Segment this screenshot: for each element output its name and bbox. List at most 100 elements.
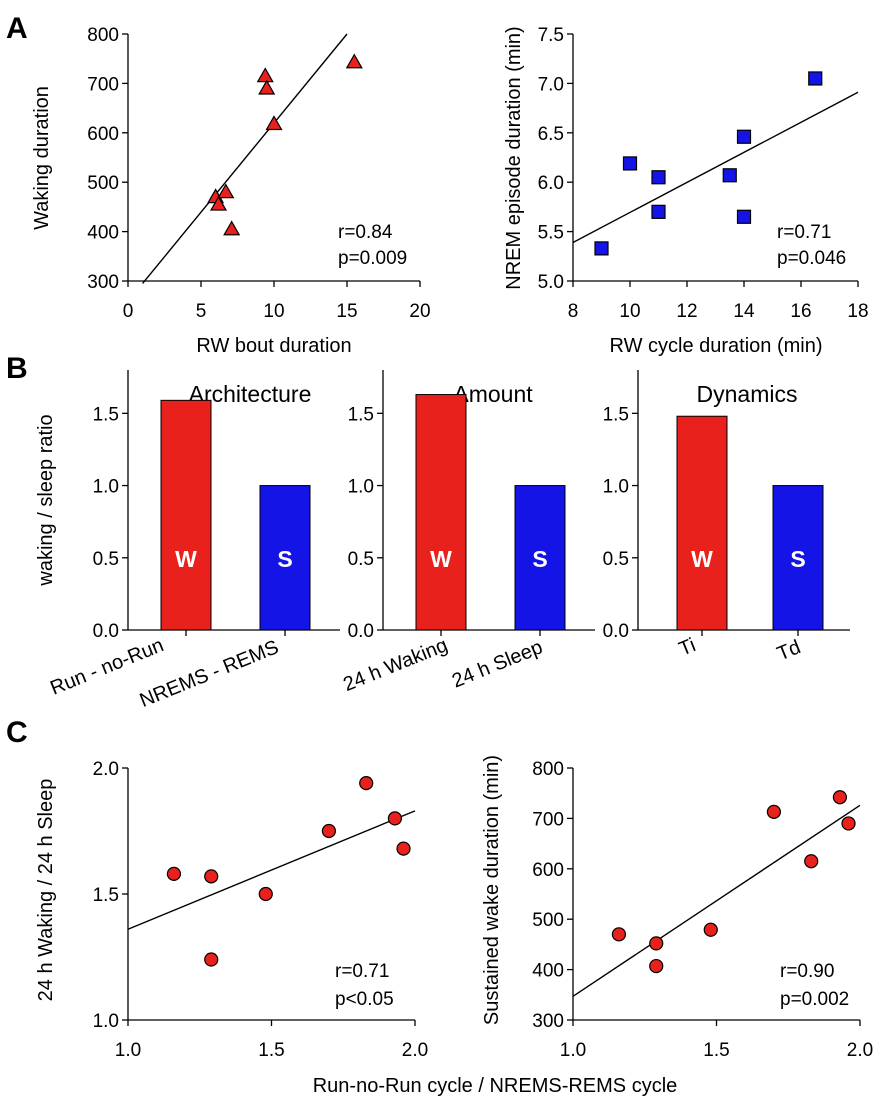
y-tick-label: 1.0: [93, 1011, 119, 1032]
y-tick-label: 7.5: [538, 25, 564, 46]
data-point-triangle: [258, 79, 276, 95]
bar-letter-label: S: [277, 546, 292, 572]
regression-line: [142, 33, 348, 284]
data-point-circle: [204, 952, 219, 967]
category-label: 24 h Sleep: [449, 636, 546, 692]
data-point-square: [594, 241, 609, 256]
regression-line: [572, 804, 861, 997]
y-tick-label: 1.0: [603, 477, 629, 498]
x-tick-label: 2.0: [402, 1040, 428, 1061]
x-tick-label: 1.5: [703, 1040, 729, 1061]
data-point-circle: [258, 886, 273, 902]
y-tick-label: 1.5: [93, 404, 119, 425]
data-point-circle: [841, 816, 856, 831]
p-value-label: p=0.046: [777, 248, 846, 269]
x-tick-label: 15: [336, 301, 357, 322]
x-tick-label: 2.0: [847, 1040, 873, 1061]
y-axis-label: waking / sleep ratio: [35, 414, 57, 586]
regression-line: [127, 810, 416, 930]
bar: [772, 485, 824, 631]
bar: [514, 485, 566, 631]
panel-label-b: B: [6, 352, 28, 385]
y-tick-label: 1.0: [93, 477, 119, 498]
chart-title: Amount: [453, 381, 533, 407]
x-tick-label: 1.0: [115, 1040, 141, 1061]
y-tick-label: 0.0: [348, 621, 374, 642]
data-point-triangle: [265, 115, 283, 131]
category-label: 24 h Waking: [340, 634, 451, 696]
bar-letter-label: W: [691, 546, 713, 572]
data-point-triangle: [217, 183, 235, 199]
bar-letter-label: W: [430, 546, 452, 572]
x-tick-label: 14: [733, 301, 755, 322]
x-tick-label: 0: [123, 301, 134, 322]
correlation-r-label: r=0.71: [777, 222, 831, 243]
x-tick-label: 10: [619, 301, 640, 322]
data-point-circle: [359, 776, 374, 791]
y-tick-label: 5.0: [538, 272, 564, 293]
x-axis-label: RW bout duration: [196, 335, 351, 357]
data-point-square: [651, 204, 666, 219]
x-tick-label: 8: [568, 301, 579, 322]
data-point-circle: [766, 804, 782, 819]
bar: [259, 485, 311, 631]
y-tick-label: 1.5: [348, 404, 374, 425]
y-tick-label: 300: [87, 272, 119, 293]
data-point-square: [736, 209, 752, 224]
y-tick-label: 700: [87, 74, 119, 95]
y-tick-label: 300: [532, 1011, 564, 1032]
y-tick-label: 800: [87, 25, 119, 46]
panel-label-a: A: [6, 12, 28, 45]
data-point-circle: [396, 841, 411, 856]
bar: [160, 399, 212, 631]
y-tick-label: 5.5: [538, 223, 564, 244]
y-tick-label: 500: [87, 173, 119, 194]
x-tick-label: 18: [847, 301, 868, 322]
data-point-circle: [832, 790, 848, 805]
x-tick-label: 20: [409, 301, 430, 322]
data-point-square: [651, 170, 666, 185]
data-point-triangle: [209, 195, 228, 211]
data-point-triangle: [345, 53, 363, 69]
chart-b-dynamics: 0.0 0.5 1.0 1.5 Dynamics W Ti S Td: [603, 370, 850, 665]
x-tick-label: 16: [790, 301, 811, 322]
bar-letter-label: S: [532, 546, 547, 572]
y-tick-label: 400: [87, 223, 119, 244]
data-point-circle: [611, 927, 627, 942]
chart-c-right: 300 400 500 600 700 800 1.0 1.5 2.0 Sustained wak…: [481, 755, 873, 1061]
data-point-square: [736, 129, 752, 144]
y-tick-label: 700: [532, 809, 564, 830]
x-tick-label: 5: [196, 301, 207, 322]
y-tick-label: 600: [532, 860, 564, 881]
y-tick-label: 500: [532, 910, 564, 931]
y-axis-label: Sustained wake duration (min): [481, 755, 503, 1025]
data-point-triangle: [256, 67, 274, 83]
y-tick-label: 400: [532, 961, 564, 982]
chart-c-left: 1.0 1.5 2.0 1.0 1.5 2.0 24 h Waking / 24 h Sle…: [35, 759, 428, 1061]
data-point-square: [722, 168, 737, 183]
data-point-circle: [703, 922, 718, 937]
p-value-label: p<0.05: [335, 989, 394, 1010]
y-tick-label: 600: [87, 124, 119, 145]
panel-label-c: C: [6, 716, 28, 749]
data-point-circle: [321, 823, 336, 839]
y-tick-label: 0.0: [603, 621, 629, 642]
category-label: Td: [774, 636, 804, 665]
y-tick-label: 800: [532, 759, 564, 780]
y-axis-label: Waking duration: [31, 86, 53, 230]
y-axis-label: 24 h Waking / 24 h Sleep: [35, 779, 57, 1002]
y-tick-label: 0.5: [93, 549, 119, 570]
data-point-circle: [649, 936, 664, 951]
regression-line: [572, 91, 859, 244]
chart-a-left: 300 400 500 600 700 800 0 5 10 15 20 RW bout durati…: [31, 25, 431, 357]
data-point-square: [622, 156, 638, 171]
correlation-r-label: r=0.84: [338, 222, 393, 243]
chart-title: Dynamics: [697, 381, 798, 407]
p-value-label: p=0.002: [780, 989, 849, 1010]
bar: [415, 394, 467, 631]
category-label: Ti: [676, 634, 699, 660]
y-tick-label: 1.5: [93, 885, 119, 906]
y-tick-label: 1.5: [603, 404, 629, 425]
